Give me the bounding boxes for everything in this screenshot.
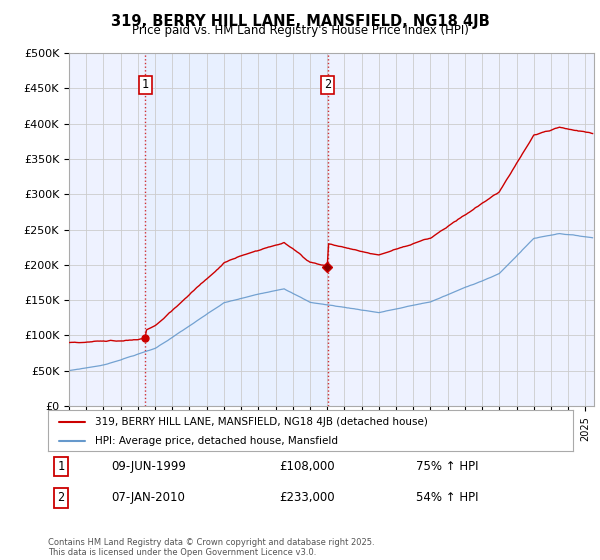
Text: 2: 2 xyxy=(58,491,65,504)
Text: Price paid vs. HM Land Registry's House Price Index (HPI): Price paid vs. HM Land Registry's House … xyxy=(131,24,469,37)
Text: £233,000: £233,000 xyxy=(279,491,335,504)
Text: HPI: Average price, detached house, Mansfield: HPI: Average price, detached house, Mans… xyxy=(95,436,338,446)
Text: 54% ↑ HPI: 54% ↑ HPI xyxy=(415,491,478,504)
Text: 319, BERRY HILL LANE, MANSFIELD, NG18 4JB: 319, BERRY HILL LANE, MANSFIELD, NG18 4J… xyxy=(110,14,490,29)
Text: 1: 1 xyxy=(58,460,65,473)
Text: 1: 1 xyxy=(142,78,149,91)
Bar xyxy=(145,53,328,406)
Text: 319, BERRY HILL LANE, MANSFIELD, NG18 4JB (detached house): 319, BERRY HILL LANE, MANSFIELD, NG18 4J… xyxy=(95,417,428,427)
Text: 07-JAN-2010: 07-JAN-2010 xyxy=(111,491,185,504)
Text: 75% ↑ HPI: 75% ↑ HPI xyxy=(415,460,478,473)
Text: Contains HM Land Registry data © Crown copyright and database right 2025.
This d: Contains HM Land Registry data © Crown c… xyxy=(48,538,374,557)
Text: 2: 2 xyxy=(324,78,331,91)
Text: 09-JUN-1999: 09-JUN-1999 xyxy=(111,460,186,473)
Text: £108,000: £108,000 xyxy=(279,460,335,473)
